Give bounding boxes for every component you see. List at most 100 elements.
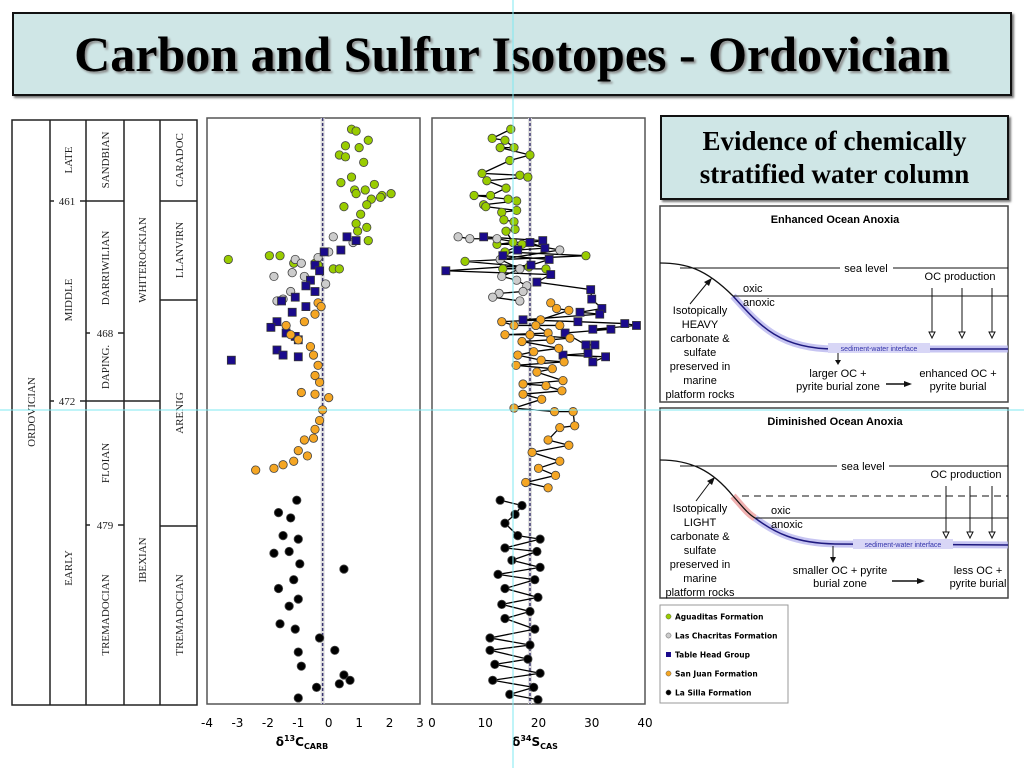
data-point (564, 305, 574, 315)
carbon-plot-frame (206, 117, 421, 705)
data-point (560, 328, 570, 338)
stage-floian: FLOIAN (100, 443, 112, 483)
data-point (559, 357, 569, 367)
stage-dapingian: DAPING. (100, 345, 112, 390)
sulfur-plot-frame (431, 117, 646, 705)
legend-marker (665, 670, 672, 677)
svg-text:sulfate: sulfate (684, 545, 716, 557)
data-point (286, 513, 296, 523)
data-point (272, 345, 282, 355)
data-point (299, 317, 309, 327)
data-point (513, 530, 523, 541)
data-point (632, 321, 641, 330)
data-point (351, 189, 361, 199)
evidence-line-2: stratified water column (699, 158, 970, 189)
sea-level-label: sea level (844, 263, 887, 275)
data-point (273, 583, 284, 594)
x-tick-label: 10 (478, 716, 493, 730)
data-point (509, 320, 519, 331)
x-tick-label: -2 (262, 716, 274, 730)
result-text-2: pyrite burial (950, 578, 1007, 590)
data-point (266, 322, 276, 332)
data-point (493, 569, 503, 580)
svg-text:marine: marine (683, 573, 717, 585)
data-point (495, 143, 505, 153)
data-point (532, 367, 542, 377)
data-point (289, 575, 299, 585)
data-point (301, 281, 311, 291)
seafloor-line (754, 517, 1009, 546)
stage-tremadocian: TREMADOCIAN (100, 574, 112, 655)
data-point (518, 286, 528, 297)
data-point (310, 287, 320, 296)
data-point (555, 320, 565, 331)
data-point (550, 470, 561, 480)
data-point (573, 317, 583, 327)
age-461: 461 (59, 196, 76, 208)
data-point (264, 251, 274, 261)
data-point (500, 518, 510, 528)
platform-slope (659, 262, 734, 297)
data-point (546, 270, 556, 279)
data-point (492, 234, 502, 244)
british-caradoc: CARADOC (174, 133, 186, 187)
data-point (319, 247, 329, 257)
data-point (386, 189, 396, 199)
data-point (275, 251, 285, 261)
data-point (345, 675, 355, 685)
data-point (595, 309, 605, 319)
oc-production-label: OC production (931, 469, 1002, 481)
legend-label: Table Head Group (675, 651, 751, 660)
data-point (289, 456, 299, 466)
legend-marker (666, 652, 671, 657)
oc-production-label: OC production (925, 271, 996, 283)
data-point (512, 275, 522, 285)
data-point (555, 422, 565, 433)
data-point (306, 275, 315, 285)
age-468: 468 (97, 328, 114, 340)
data-point (500, 330, 510, 340)
data-point (293, 352, 303, 362)
data-point (316, 301, 326, 312)
data-point (525, 330, 535, 340)
data-point (351, 236, 361, 246)
data-point (314, 377, 325, 387)
data-point (525, 640, 535, 650)
x-tick-label: 30 (584, 716, 599, 730)
age-479: 479 (97, 520, 114, 532)
data-point (290, 624, 300, 634)
data-point (620, 319, 630, 328)
data-point (286, 330, 296, 340)
data-point (293, 594, 303, 604)
data-point (588, 357, 598, 367)
sulfur-x-axis-label: δ34SCAS (512, 734, 558, 751)
arrow-icon (695, 480, 712, 502)
british-llanvirn: LLANVIRN (174, 222, 186, 278)
arrow-right-icon (904, 381, 912, 387)
sea-level-label: sea level (841, 461, 884, 473)
platform-slope (659, 459, 734, 497)
data-point (512, 205, 522, 216)
svg-text:Isotopically: Isotopically (673, 503, 728, 515)
result-text-2: pyrite burial (930, 381, 987, 393)
x-tick-label: 1 (355, 716, 363, 730)
data-point (575, 307, 585, 317)
data-point (305, 341, 316, 352)
data-point (336, 177, 346, 188)
svg-text:preserved in: preserved in (670, 559, 731, 571)
data-point (488, 675, 498, 685)
data-point (512, 196, 522, 206)
data-point (314, 415, 325, 426)
data-point (339, 670, 349, 680)
data-point (481, 202, 491, 212)
data-point (558, 375, 568, 386)
data-point (469, 190, 479, 201)
data-point (284, 601, 294, 611)
svg-text:Isotopically: Isotopically (673, 305, 728, 317)
system-label: ORDOVICIAN (26, 377, 38, 447)
data-point (272, 317, 282, 327)
data-point (509, 403, 519, 413)
data-point (334, 679, 344, 689)
legend-label: La Silla Formation (675, 689, 751, 698)
data-point (590, 340, 600, 350)
